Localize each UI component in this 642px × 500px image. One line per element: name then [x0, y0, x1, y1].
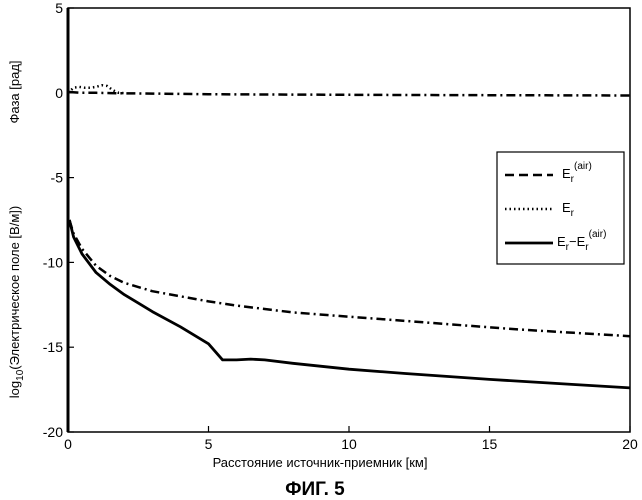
y-axis-label-log: log [7, 381, 22, 398]
legend-entry-diff-sup: (air) [589, 229, 607, 240]
y-tick-label: -10 [43, 254, 63, 270]
y-axis-label-rest: (Электрическое поле [В/м]) [7, 206, 22, 370]
x-axis-label: Расстояние источник-приемник [км] [213, 455, 428, 470]
y-axis-label-sub: 10 [15, 369, 26, 381]
y-tick-label: -20 [43, 424, 63, 440]
x-tick-label: 10 [341, 436, 357, 452]
legend-entry-eair-base: E [562, 166, 571, 181]
legend-entry-er-base: E [562, 200, 571, 215]
legend: Er(air) Er Er−Er(air) [497, 152, 624, 264]
y-axis-label-field: log10(Электрическое поле [В/м]) [7, 206, 26, 398]
series-line-1 [69, 92, 630, 96]
x-tick-label: 5 [205, 436, 213, 452]
x-tick-label: 15 [482, 436, 498, 452]
legend-entry-eair-sup: (air) [574, 161, 592, 172]
y-tick-label: 0 [55, 85, 63, 101]
x-tick-label: 20 [622, 436, 638, 452]
y-tick-label: -5 [51, 170, 64, 186]
figure-caption: ФИГ. 5 [285, 479, 345, 500]
y-tick-label: -15 [43, 339, 63, 355]
x-tick-label: 0 [64, 436, 72, 452]
y-axis-label-phase: Фаза [рад] [7, 60, 22, 123]
legend-entry-diff-mid: −E [569, 234, 586, 249]
y-tick-label: 5 [55, 0, 63, 16]
legend-entry-diff-base: E [557, 234, 566, 249]
